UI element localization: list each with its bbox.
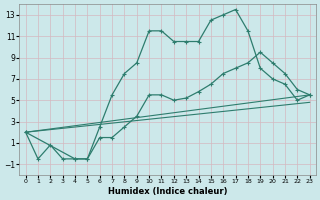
X-axis label: Humidex (Indice chaleur): Humidex (Indice chaleur) [108,187,228,196]
